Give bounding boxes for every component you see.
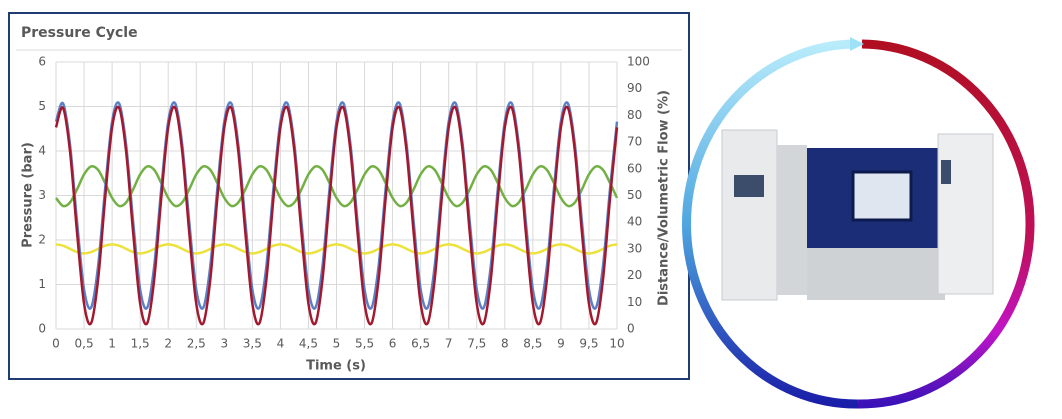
machine-screen [734, 175, 764, 197]
x-tick-label: 9,5 [579, 337, 598, 351]
x-tick-label: 2,5 [187, 337, 206, 351]
x-tick-label: 4,5 [299, 337, 318, 351]
y-axis-label: Pressure (bar) [21, 142, 36, 248]
y2-tick-label: 0 [627, 322, 635, 336]
machine-window [851, 170, 913, 222]
x-tick-label: 5 [333, 337, 341, 351]
photo [682, 37, 1035, 409]
x-tick-label: 3 [220, 337, 228, 351]
x-tick-label: 6 [389, 337, 397, 351]
y-tick-label: 6 [38, 55, 46, 69]
x-tick-label: 3,5 [243, 337, 262, 351]
x-tick-label: 10 [609, 337, 624, 351]
x-tick-label: 6,5 [411, 337, 430, 351]
y2-tick-label: 100 [627, 55, 650, 69]
x-tick-label: 8 [501, 337, 509, 351]
y-tick-label: 5 [38, 99, 46, 113]
y-tick-label: 2 [38, 233, 46, 247]
y-tick-label: 3 [38, 188, 46, 202]
x-tick-label: 0 [52, 337, 60, 351]
x-tick-label: 5,5 [355, 337, 374, 351]
machine-cabinet [721, 129, 778, 301]
y2-tick-label: 70 [627, 135, 642, 149]
y2-tick-label: 60 [627, 161, 642, 175]
x-tick-label: 2 [164, 337, 172, 351]
ring-arrow [850, 37, 864, 51]
y-tick-label: 1 [38, 277, 46, 291]
y2-tick-label: 20 [627, 268, 642, 282]
x-tick-label: 0,5 [75, 337, 94, 351]
x-tick-label: 7,5 [467, 337, 486, 351]
machine-piping [777, 145, 807, 295]
y2-tick-label: 80 [627, 108, 642, 122]
y2-axis-label: Distance/Volumetric Flow (%) [657, 90, 672, 306]
machine-side [937, 133, 994, 295]
x-tick-label: 4 [277, 337, 285, 351]
x-tick-label: 8,5 [523, 337, 542, 351]
y2-tick-label: 50 [627, 188, 642, 202]
y2-tick-label: 30 [627, 241, 642, 255]
x-tick-label: 9 [557, 337, 565, 351]
y2-tick-label: 90 [627, 81, 642, 95]
y2-tick-label: 40 [627, 215, 642, 229]
x-tick-label: 1 [108, 337, 116, 351]
y2-tick-label: 10 [627, 295, 642, 309]
machine-base [807, 248, 945, 300]
ring-left [682, 39, 859, 409]
y-tick-label: 0 [38, 322, 46, 336]
machine-panel [941, 160, 951, 184]
x-tick-label: 1,5 [131, 337, 150, 351]
series-line [54, 105, 619, 326]
x-axis-label: Time (s) [306, 359, 366, 374]
series-line [55, 243, 618, 255]
y-tick-label: 4 [38, 144, 46, 158]
ring-right [857, 39, 1035, 409]
chart-title: Pressure Cycle [21, 25, 138, 41]
x-tick-label: 7 [445, 337, 453, 351]
